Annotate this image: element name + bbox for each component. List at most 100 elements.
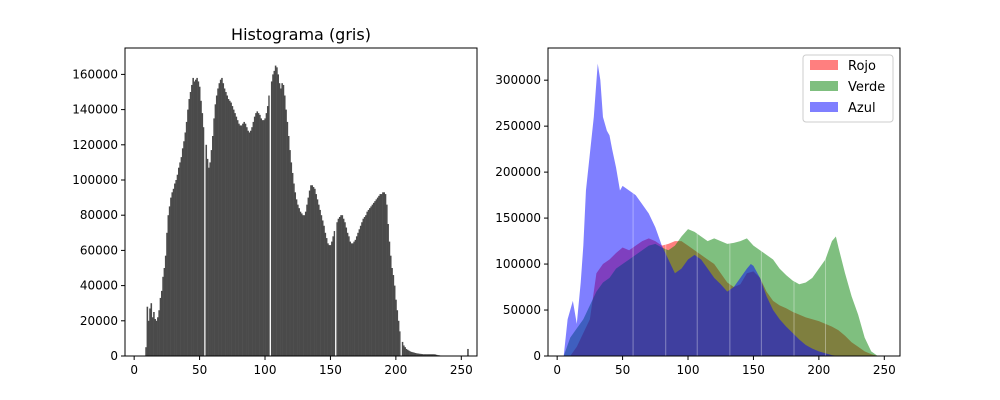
histogram-bar — [202, 127, 205, 356]
histogram-bar — [166, 232, 168, 356]
histogram-bar — [209, 162, 211, 356]
histogram-bar — [231, 106, 234, 356]
y-tick-label: 100000 — [495, 257, 541, 271]
x-tick-label: 250 — [450, 363, 473, 377]
histogram-bar — [170, 197, 172, 356]
histogram-bar — [272, 74, 274, 357]
rgb-histogram-areas — [563, 63, 878, 356]
histogram-bar — [212, 136, 214, 356]
histogram-bar — [285, 109, 287, 356]
x-tick-label: 0 — [130, 363, 138, 377]
histogram-bar — [225, 92, 227, 356]
histogram-bar — [188, 99, 191, 356]
histogram-bar — [221, 77, 223, 357]
x-tick-label: 50 — [615, 363, 630, 377]
histogram-bar — [256, 111, 259, 356]
histogram-bar — [324, 232, 327, 356]
y-tick-label: 120000 — [72, 138, 118, 152]
histogram-bar — [312, 187, 315, 356]
histogram-bar — [316, 199, 319, 356]
histogram-bar — [229, 100, 231, 356]
histogram-bar — [246, 127, 248, 356]
histogram-bar — [393, 285, 396, 356]
histogram-bar — [263, 120, 265, 356]
histogram-bar — [404, 347, 406, 356]
y-tick-label: 0 — [533, 349, 541, 363]
histogram-bar — [214, 104, 217, 356]
histogram-bar — [167, 215, 170, 356]
histogram-bar — [323, 225, 325, 356]
histogram-bar — [386, 204, 388, 356]
histogram-bar — [379, 194, 382, 356]
histogram-bar — [259, 114, 261, 356]
histogram-bar — [372, 202, 375, 356]
histogram-bar — [420, 353, 422, 356]
histogram-bar — [331, 241, 333, 356]
histogram-bar — [341, 215, 344, 356]
legend-swatch-rojo — [810, 60, 838, 70]
histogram-bar — [365, 215, 367, 356]
histogram-bar — [325, 238, 328, 356]
x-tick-label: 50 — [192, 363, 207, 377]
y-axis-ticks: 0 50000 100000 150000 200000 250000 300000 — [495, 73, 548, 363]
histogram-bar — [301, 213, 303, 356]
histogram-bar — [338, 216, 341, 356]
y-tick-label: 0 — [110, 349, 118, 363]
histogram-bar — [172, 188, 175, 356]
histogram-bar — [408, 350, 410, 356]
histogram-bar — [200, 100, 202, 356]
histogram-bar — [218, 83, 221, 356]
histogram-bar — [355, 236, 358, 356]
x-tick-label: 150 — [319, 363, 342, 377]
histogram-bar — [298, 208, 300, 356]
y-tick-label: 20000 — [80, 314, 118, 328]
histogram-bar — [247, 130, 249, 356]
series-area-azul — [563, 63, 839, 356]
x-tick-label: 200 — [384, 363, 407, 377]
histogram-bar — [425, 354, 427, 356]
histogram-bar — [251, 127, 253, 356]
x-tick-label: 200 — [807, 363, 830, 377]
histogram-gap-lines — [632, 193, 826, 356]
y-axis-ticks: 0 20000 40000 60000 80000 100000 120000 140000 1… — [72, 67, 125, 363]
histogram-bar — [409, 351, 412, 356]
y-tick-label: 140000 — [72, 103, 118, 117]
histogram-bar — [429, 354, 431, 356]
histogram-bar — [154, 319, 157, 356]
histogram-bar — [403, 345, 405, 356]
histogram-bar — [424, 354, 426, 356]
histogram-bar — [370, 206, 372, 356]
histogram-bar — [197, 81, 200, 356]
histogram-bar — [162, 276, 164, 356]
histogram-bar — [201, 113, 204, 357]
histogram-bar — [366, 211, 368, 356]
histogram-bar — [150, 303, 153, 356]
histogram-bar — [380, 194, 383, 356]
histogram-bar — [422, 354, 425, 356]
histogram-bar — [414, 353, 417, 356]
histogram-bar — [413, 352, 416, 356]
histogram-bar — [255, 113, 257, 357]
histogram-bar — [282, 84, 285, 357]
histogram-bar — [290, 162, 293, 356]
histogram-bar — [175, 180, 177, 356]
histogram-bar — [358, 229, 361, 356]
histogram-bar — [264, 118, 266, 357]
histogram-bar — [340, 215, 342, 356]
histogram-bar — [399, 331, 401, 356]
histogram-bar — [242, 123, 244, 357]
plot-frame — [124, 47, 478, 357]
histogram-bar — [238, 123, 240, 357]
histogram-bar — [374, 201, 376, 356]
histogram-bar — [396, 310, 399, 356]
histogram-bar — [261, 120, 264, 356]
histogram-bar — [164, 255, 167, 356]
histogram-bar — [257, 113, 260, 357]
histogram-bar — [243, 121, 245, 356]
histogram-bar — [280, 88, 282, 356]
histogram-bar — [198, 86, 201, 356]
y-tick-label: 100000 — [72, 173, 118, 187]
histogram-bar — [320, 215, 323, 356]
histogram-bar — [389, 255, 392, 356]
